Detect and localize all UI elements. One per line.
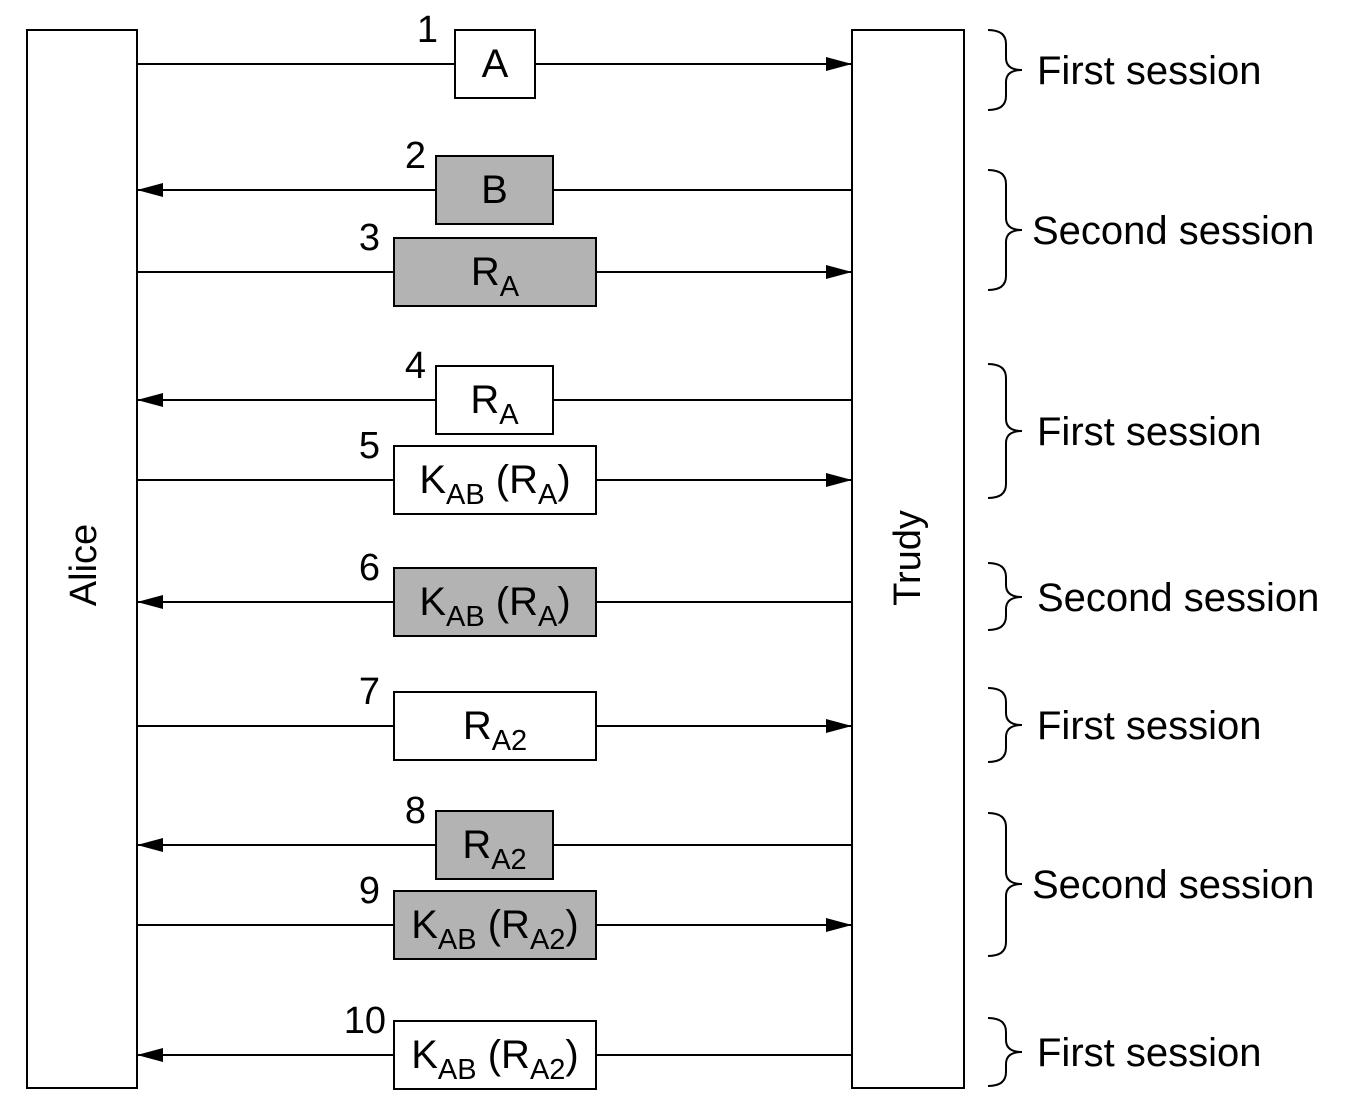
- message-label: KAB​ (RA​): [419, 458, 570, 511]
- message-box: [393, 1020, 597, 1090]
- message-box: [393, 567, 597, 637]
- arrowhead: [137, 393, 163, 407]
- session-group-6: Second session: [987, 812, 1314, 957]
- step-number: 8: [405, 790, 426, 832]
- curly-brace: [987, 812, 1023, 957]
- session-label: Second session: [1032, 863, 1314, 907]
- message-label: A: [482, 42, 509, 86]
- session-label: First session: [1037, 1031, 1262, 1075]
- alice-label: Alice: [63, 524, 105, 606]
- step-number: 3: [359, 217, 380, 259]
- step-number: 2: [405, 135, 426, 177]
- arrowhead: [137, 838, 163, 852]
- step-number: 5: [359, 425, 380, 467]
- arrowhead: [137, 183, 163, 197]
- session-group-7: First session: [987, 1017, 1262, 1087]
- message-box: [435, 810, 554, 880]
- arrowhead: [826, 57, 852, 71]
- curly-brace: [987, 169, 1023, 291]
- step-number: 9: [359, 870, 380, 912]
- message-label: B: [481, 168, 508, 212]
- arrowhead: [137, 595, 163, 609]
- message-8: RA2​ 8: [137, 790, 852, 880]
- session-label: First session: [1037, 49, 1262, 93]
- curly-brace: [987, 562, 1023, 631]
- curly-brace: [987, 1017, 1023, 1087]
- session-group-4: Second session: [987, 562, 1319, 631]
- session-group-2: Second session: [987, 169, 1314, 291]
- session-label: First session: [1037, 410, 1262, 454]
- message-label: RA2​: [462, 823, 526, 876]
- session-label: Second session: [1037, 576, 1319, 620]
- curly-brace: [987, 687, 1023, 763]
- message-2: B2: [137, 135, 852, 225]
- message-9: KAB​ (RA2​) 9: [137, 870, 852, 960]
- session-group-3: First session: [987, 363, 1262, 499]
- message-1: A1: [137, 9, 852, 99]
- step-number: 6: [359, 547, 380, 589]
- message-label: KAB​ (RA2​): [411, 1033, 579, 1086]
- step-number: 7: [359, 671, 380, 713]
- message-box: [393, 890, 597, 960]
- trudy-lifeline: [851, 29, 965, 1089]
- trudy-label: Trudy: [887, 510, 929, 606]
- message-label: KAB​ (RA2​): [411, 903, 579, 956]
- message-label: RA2​: [463, 704, 527, 757]
- message-3: RA​ 3: [137, 217, 852, 307]
- message-7: RA2​ 7: [137, 671, 852, 761]
- alice-lifeline: [26, 29, 138, 1089]
- message-box: [454, 29, 536, 99]
- message-box: [435, 155, 554, 225]
- arrowhead: [826, 918, 852, 932]
- arrowhead: [137, 1048, 163, 1062]
- arrowhead: [826, 265, 852, 279]
- session-group-5: First session: [987, 687, 1262, 763]
- message-box: [393, 237, 597, 307]
- sessions-group: First session Second session First session…: [987, 29, 1319, 1087]
- arrowhead: [826, 473, 852, 487]
- message-4: RA​ 4: [137, 345, 852, 435]
- message-box: [393, 445, 597, 515]
- session-label: Second session: [1032, 209, 1314, 253]
- message-10: KAB​ (RA2​) 10: [137, 1000, 852, 1090]
- message-box: [435, 365, 554, 435]
- message-5: KAB​ (RA​) 5: [137, 425, 852, 515]
- session-group-1: First session: [987, 29, 1262, 111]
- message-box: [393, 691, 597, 761]
- curly-brace: [987, 363, 1023, 499]
- step-number: 10: [344, 1000, 386, 1042]
- message-6: KAB​ (RA​) 6: [137, 547, 852, 637]
- session-label: First session: [1037, 704, 1262, 748]
- message-label: KAB​ (RA​): [419, 580, 570, 633]
- step-number: 4: [405, 345, 426, 387]
- step-number: 1: [417, 9, 438, 51]
- message-label: RA​: [471, 250, 520, 303]
- arrowhead: [826, 719, 852, 733]
- message-label: RA​: [470, 378, 519, 431]
- curly-brace: [987, 29, 1023, 111]
